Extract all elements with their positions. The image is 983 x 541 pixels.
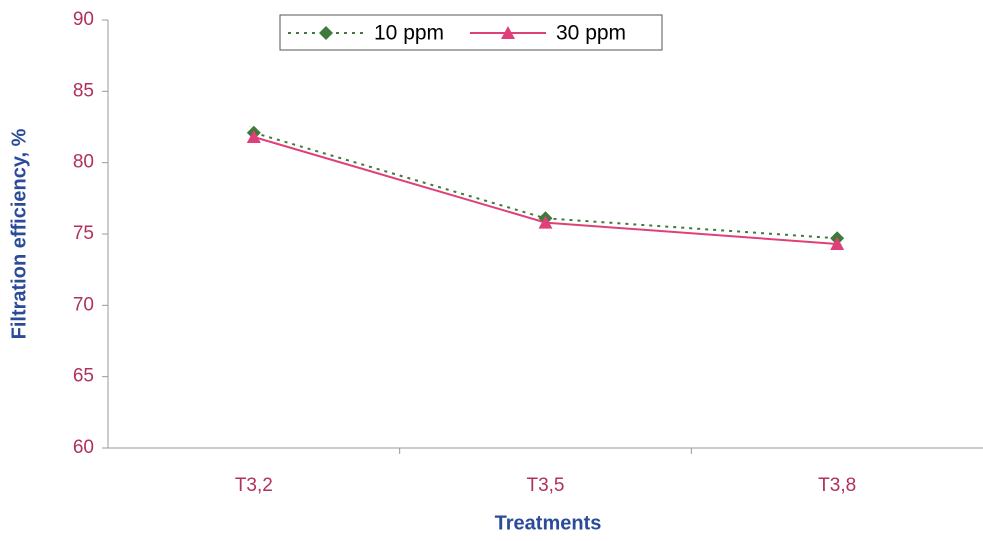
x-tick-label: T3,8	[818, 475, 856, 496]
y-tick-label: 90	[73, 9, 94, 30]
x-axis-title: Treatments	[495, 512, 602, 534]
legend-marker	[319, 26, 333, 40]
x-tick-label: T3,2	[235, 475, 273, 496]
legend-marker	[501, 26, 515, 39]
marker	[246, 129, 261, 143]
x-tick-label: T3,5	[526, 475, 564, 496]
series-line	[253, 131, 838, 240]
legend-label: 10 ppm	[374, 22, 444, 45]
y-tick-label: 75	[73, 223, 94, 244]
y-axis-title: Filtration efficiency, %	[8, 128, 30, 339]
marker	[830, 236, 845, 250]
y-tick-label: 70	[73, 294, 94, 315]
y-tick-label: 65	[73, 366, 94, 387]
legend-label: 30 ppm	[556, 22, 626, 45]
marker	[538, 215, 553, 229]
y-tick-label: 60	[73, 437, 94, 458]
y-tick-label: 85	[73, 80, 94, 101]
y-tick-label: 80	[73, 152, 94, 173]
